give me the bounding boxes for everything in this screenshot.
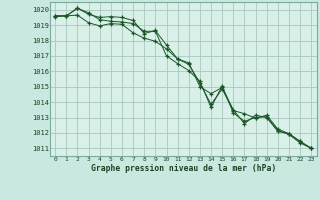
X-axis label: Graphe pression niveau de la mer (hPa): Graphe pression niveau de la mer (hPa) <box>91 164 276 173</box>
